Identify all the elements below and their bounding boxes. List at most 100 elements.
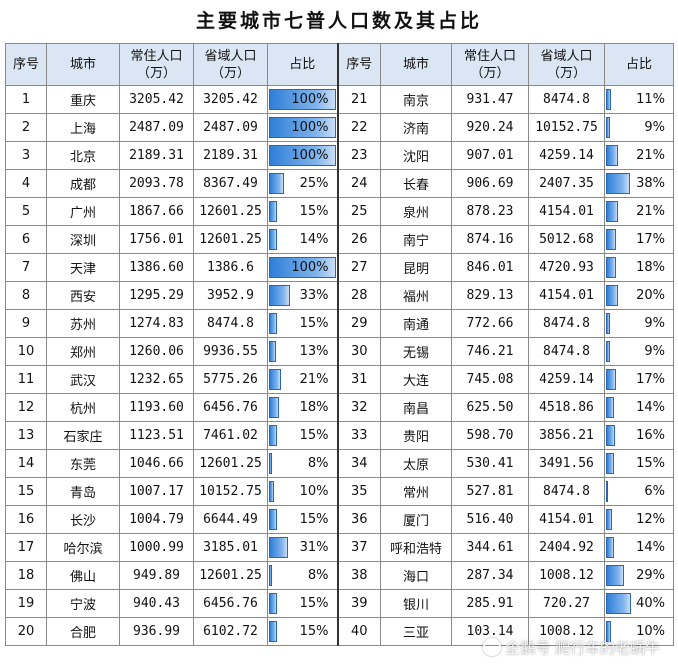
cell-ratio: 15% [604, 449, 674, 478]
table-row: 3 北京 2189.31 2189.31 100% 23 沈阳 907.01 4259.14 21… [5, 141, 674, 170]
cell-city: 北京 [46, 141, 120, 170]
cell-seq: 7 [5, 253, 47, 282]
table-row: 11 武汉 1232.65 5775.26 21% 31 大连 745.08 4259.14 17… [5, 365, 674, 394]
cell-city: 海口 [380, 561, 452, 590]
cell-ratio: 21% [604, 141, 674, 170]
cell-pop: 772.66 [451, 309, 529, 338]
cell-pop: 1004.79 [119, 505, 194, 534]
ratio-label: 20% [636, 288, 665, 303]
cell-prov: 2404.92 [528, 533, 605, 562]
cell-ratio: 15% [267, 617, 339, 646]
cell-seq: 16 [5, 505, 47, 534]
header-row: 序号 城市 常住人口 （万） 省域人口 （万） 占比 序号 城市 常住人口 （万） 省… [5, 43, 674, 86]
table-row: 9 苏州 1274.83 8474.8 15% 29 南通 772.66 8474.8 9% [5, 309, 674, 338]
ratio-label: 100% [291, 92, 329, 107]
cell-prov: 6102.72 [193, 617, 268, 646]
cell-seq: 27 [337, 253, 381, 282]
ratio-label: 21% [636, 148, 665, 163]
table-row: 5 广州 1867.66 12601.25 15% 25 泉州 878.23 4154.01 21… [5, 197, 674, 226]
cell-pop: 1260.06 [119, 337, 194, 366]
ratio-bar [269, 117, 336, 138]
ratio-bar [606, 173, 630, 194]
ratio-bar [606, 565, 624, 586]
table-row: 12 杭州 1193.60 6456.76 18% 32 南昌 625.50 4518.86 14… [5, 393, 674, 422]
cell-pop: 598.70 [451, 421, 529, 450]
ratio-label: 29% [636, 568, 665, 583]
cell-seq: 4 [5, 169, 47, 198]
table-row: 8 西安 1295.29 3952.9 33% 28 福州 829.13 4154.01 20% [5, 281, 674, 310]
cell-city: 贵阳 [380, 421, 452, 450]
ratio-bar [606, 201, 619, 222]
cell-city: 昆明 [380, 253, 452, 282]
cell-pop: 878.23 [451, 197, 529, 226]
cell-seq: 22 [337, 113, 381, 142]
cell-pop: 530.41 [451, 449, 529, 478]
ratio-label: 15% [299, 596, 329, 611]
ratio-label: 9% [644, 120, 665, 135]
cell-city: 银川 [380, 589, 452, 618]
cell-ratio: 25% [267, 169, 339, 198]
cell-city: 南京 [380, 85, 452, 114]
table-row: 7 天津 1386.60 1386.6 100% 27 昆明 846.01 4720.93 18% [5, 253, 674, 282]
cell-seq: 37 [337, 533, 381, 562]
ratio-label: 9% [644, 316, 665, 331]
ratio-bar [269, 425, 278, 446]
cell-prov: 3185.01 [193, 533, 268, 562]
ratio-label: 10% [299, 484, 329, 499]
cell-ratio: 11% [604, 85, 674, 114]
cell-seq: 24 [337, 169, 381, 198]
ratio-bar [269, 229, 277, 250]
ratio-bar [269, 285, 290, 306]
cell-city: 南昌 [380, 393, 452, 422]
cell-prov: 2407.35 [528, 169, 605, 198]
cell-ratio: 14% [267, 225, 339, 254]
ratio-bar [269, 369, 282, 390]
ratio-bar [269, 257, 336, 278]
cell-prov: 4154.01 [528, 505, 605, 534]
cell-pop: 1123.51 [119, 421, 194, 450]
cell-ratio: 13% [267, 337, 339, 366]
table-row: 1 重庆 3205.42 3205.42 100% 21 南京 931.47 8474.8 11% [5, 85, 674, 114]
table-row: 15 青岛 1007.17 10152.75 10% 35 常州 527.81 8474.8 6% [5, 477, 674, 506]
cell-seq: 33 [337, 421, 381, 450]
cell-ratio: 18% [604, 253, 674, 282]
ratio-bar [269, 397, 280, 418]
table-row: 10 郑州 1260.06 9936.55 13% 30 无锡 746.21 8474.8 9% [5, 337, 674, 366]
cell-pop: 874.16 [451, 225, 529, 254]
cell-ratio: 100% [267, 85, 339, 114]
ratio-label: 15% [299, 624, 329, 639]
cell-ratio: 40% [604, 589, 674, 618]
cell-pop: 344.61 [451, 533, 529, 562]
watermark: 企鹅号 爬行车的老蜗牛 [483, 637, 660, 658]
cell-prov: 4154.01 [528, 281, 605, 310]
cell-seq: 40 [337, 617, 381, 646]
cell-city: 成都 [46, 169, 120, 198]
cell-seq: 6 [5, 225, 47, 254]
ratio-bar [606, 593, 632, 614]
cell-ratio: 15% [267, 505, 339, 534]
cell-prov: 12601.25 [193, 197, 268, 226]
cell-city: 常州 [380, 477, 452, 506]
table-row: 2 上海 2487.09 2487.09 100% 22 济南 920.24 10152.75 9… [5, 113, 674, 142]
cell-seq: 28 [337, 281, 381, 310]
ratio-bar [606, 229, 616, 250]
ratio-label: 15% [299, 316, 329, 331]
cell-ratio: 17% [604, 365, 674, 394]
cell-pop: 745.08 [451, 365, 529, 394]
cell-pop: 906.69 [451, 169, 529, 198]
cell-prov: 5775.26 [193, 365, 268, 394]
cell-city: 郑州 [46, 337, 120, 366]
cell-pop: 1756.01 [119, 225, 194, 254]
table-row: 17 哈尔滨 1000.99 3185.01 31% 37 呼和浩特 344.61 2404.9… [5, 533, 674, 562]
cell-city: 大连 [380, 365, 452, 394]
cell-ratio: 14% [604, 393, 674, 422]
cell-city: 天津 [46, 253, 120, 282]
cell-seq: 34 [337, 449, 381, 478]
ratio-bar [269, 341, 276, 362]
ratio-label: 21% [636, 204, 665, 219]
cell-city: 石家庄 [46, 421, 120, 450]
cell-ratio: 9% [604, 113, 674, 142]
cell-seq: 8 [5, 281, 47, 310]
table-row: 14 东莞 1046.66 12601.25 8% 34 太原 530.41 3491.56 15… [5, 449, 674, 478]
ratio-bar [269, 537, 289, 558]
